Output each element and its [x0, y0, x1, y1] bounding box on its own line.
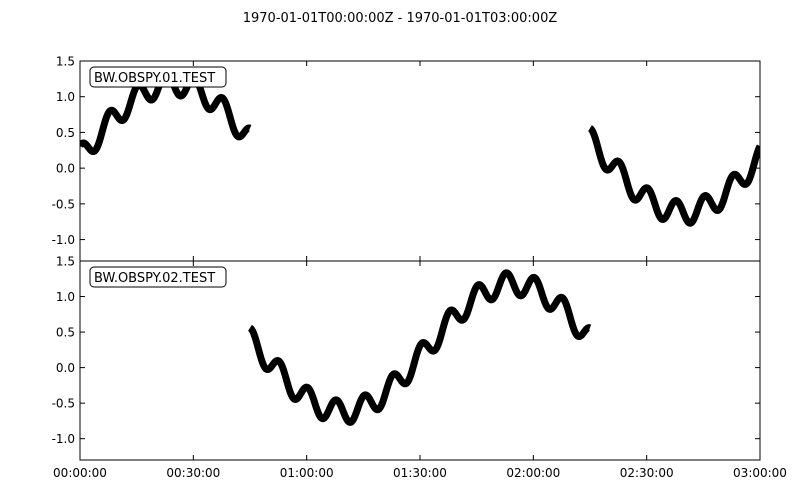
- y-tick-label: 1.0: [56, 290, 75, 304]
- y-tick-label: 0.0: [56, 162, 75, 176]
- panel-frame: [79, 260, 761, 461]
- y-tick-label: 1.0: [56, 90, 75, 104]
- y-tick-label: -1.0: [52, 233, 75, 247]
- x-tick-label: 02:30:00: [620, 466, 674, 480]
- y-tick-label: -0.5: [52, 397, 75, 411]
- station-label-box: [89, 266, 227, 288]
- x-tick-label: 02:00:00: [506, 466, 560, 480]
- station-label: BW.OBSPY.01.TEST: [94, 71, 215, 86]
- series-line-1-2: [586, 124, 760, 227]
- x-tick-label: 03:00:00: [733, 466, 787, 480]
- x-tick-label: 00:30:00: [166, 466, 220, 480]
- y-tick-label: 1.5: [56, 255, 75, 269]
- x-tick-label: 01:00:00: [280, 466, 334, 480]
- x-tick-label: 01:30:00: [393, 466, 447, 480]
- station-label: BW.OBSPY.02.TEST: [94, 271, 215, 286]
- series-line-2-1: [247, 269, 593, 426]
- y-tick-label: -0.5: [52, 197, 75, 211]
- x-tick-label: 00:00:00: [53, 466, 107, 480]
- y-tick-label: 1.5: [56, 55, 75, 69]
- chart-title: 1970-01-01T00:00:00Z - 1970-01-01T03:00:…: [243, 11, 558, 26]
- y-tick-label: -1.0: [52, 432, 75, 446]
- panels: 1.51.00.50.0-0.5-1.0BW.OBSPY.01.TEST1.51…: [52, 55, 787, 481]
- station-label-box: [89, 66, 227, 88]
- y-tick-label: 0.5: [56, 326, 75, 340]
- panel-2: 1.5 1.0 0.5 0.0 -0.5 -1.0 BW.OBSPY.02.TEST: [52, 255, 761, 461]
- y-tick-label: 0.0: [56, 361, 75, 375]
- y-tick-label: 0.5: [56, 126, 75, 140]
- panel-1: 1.5 1.0 0.5 0.0 -0.5 -1.0 BW.OBSPY.01.TEST: [52, 55, 761, 262]
